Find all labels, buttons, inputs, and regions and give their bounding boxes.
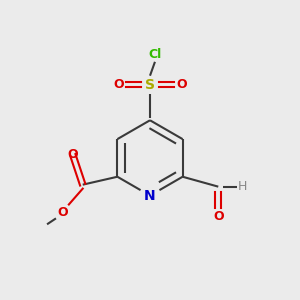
Text: O: O — [113, 78, 124, 91]
Text: O: O — [68, 148, 78, 161]
Text: O: O — [213, 210, 224, 223]
Text: O: O — [58, 206, 68, 219]
Text: Cl: Cl — [148, 48, 162, 62]
Text: N: N — [144, 189, 156, 202]
Text: H: H — [237, 180, 247, 193]
Text: S: S — [145, 78, 155, 92]
Text: O: O — [176, 78, 187, 91]
